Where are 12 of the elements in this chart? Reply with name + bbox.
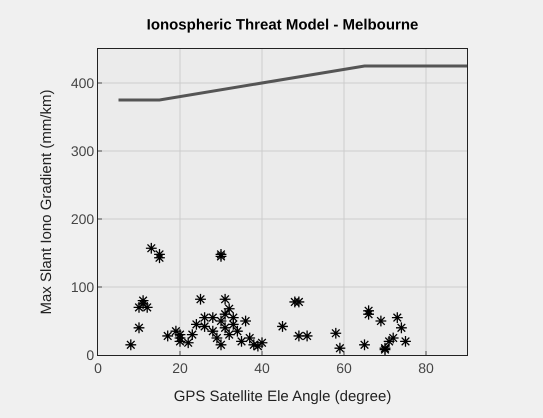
y-tick-label: 300 — [70, 142, 94, 159]
x-tick-label: 80 — [418, 360, 434, 376]
x-tick-label: 40 — [254, 360, 270, 376]
x-tick-label: 20 — [172, 360, 188, 376]
x-axis-title: GPS Satellite Ele Angle (degree) — [174, 388, 392, 405]
y-axis-title: Max Slant Iono Gradient (mm/km) — [38, 89, 56, 315]
y-tick-label: 0 — [86, 346, 94, 363]
chart-title: Ionospheric Threat Model - Melbourne — [146, 16, 418, 34]
x-tick-label: 60 — [336, 360, 352, 376]
y-tick-label: 100 — [70, 278, 94, 295]
y-tick-label: 200 — [70, 210, 94, 227]
y-tick-label: 400 — [70, 74, 94, 91]
